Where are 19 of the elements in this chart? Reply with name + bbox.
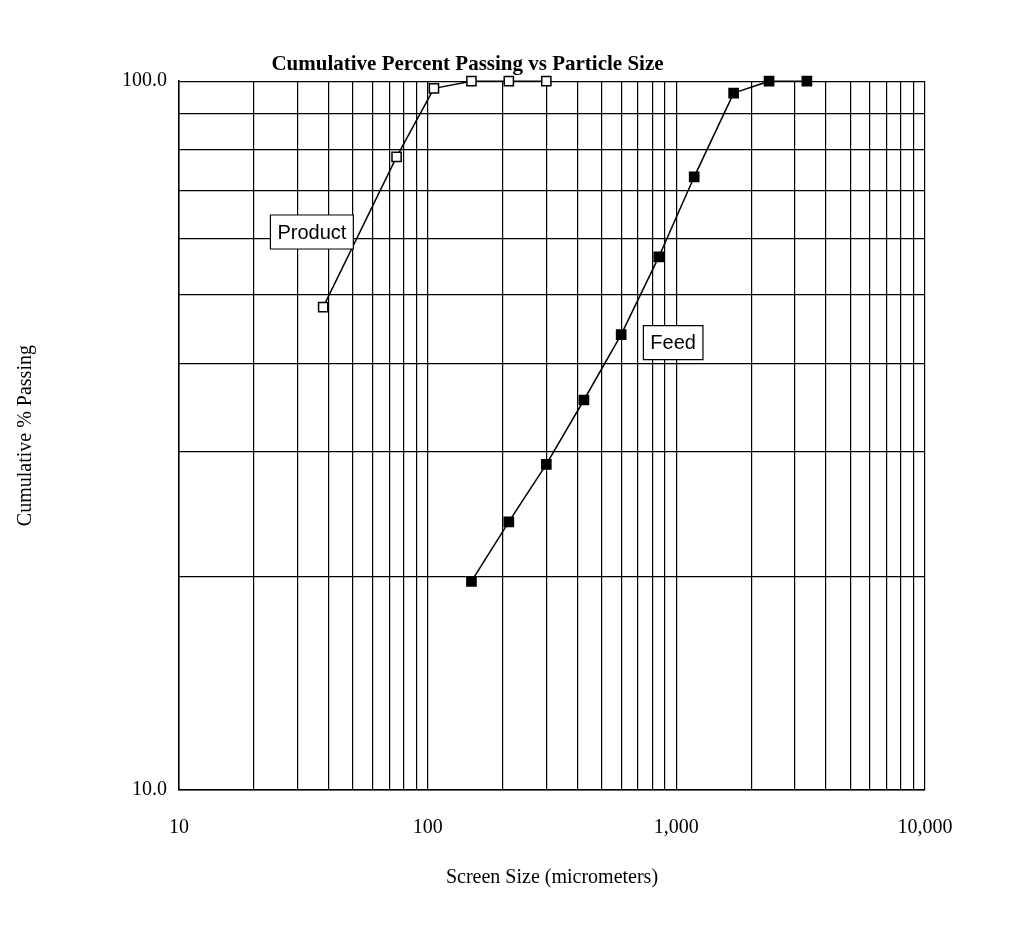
point (653, 251, 665, 263)
point (728, 87, 739, 99)
point (688, 171, 700, 183)
x-tick-label: 1,000 (653, 815, 699, 838)
point (801, 75, 813, 87)
x-tick-label: 100 (412, 815, 443, 838)
y-tick-label: 100.0 (122, 68, 167, 91)
point (503, 516, 515, 528)
chart-title: Cumulative Percent Passing vs Particle Size (271, 51, 664, 76)
series-label: Feed (650, 331, 696, 354)
point (615, 329, 627, 340)
x-axis-title: Screen Size (micrometers) (445, 865, 659, 889)
point (540, 459, 552, 470)
y-axis-title: Cumulative % Passing (13, 345, 37, 527)
x-tick-label: 10 (169, 815, 189, 838)
x-tick-label: 10,000 (897, 815, 953, 838)
y-tick-label: 10.0 (132, 777, 167, 800)
series-label: Product (277, 220, 347, 243)
point (763, 75, 775, 87)
